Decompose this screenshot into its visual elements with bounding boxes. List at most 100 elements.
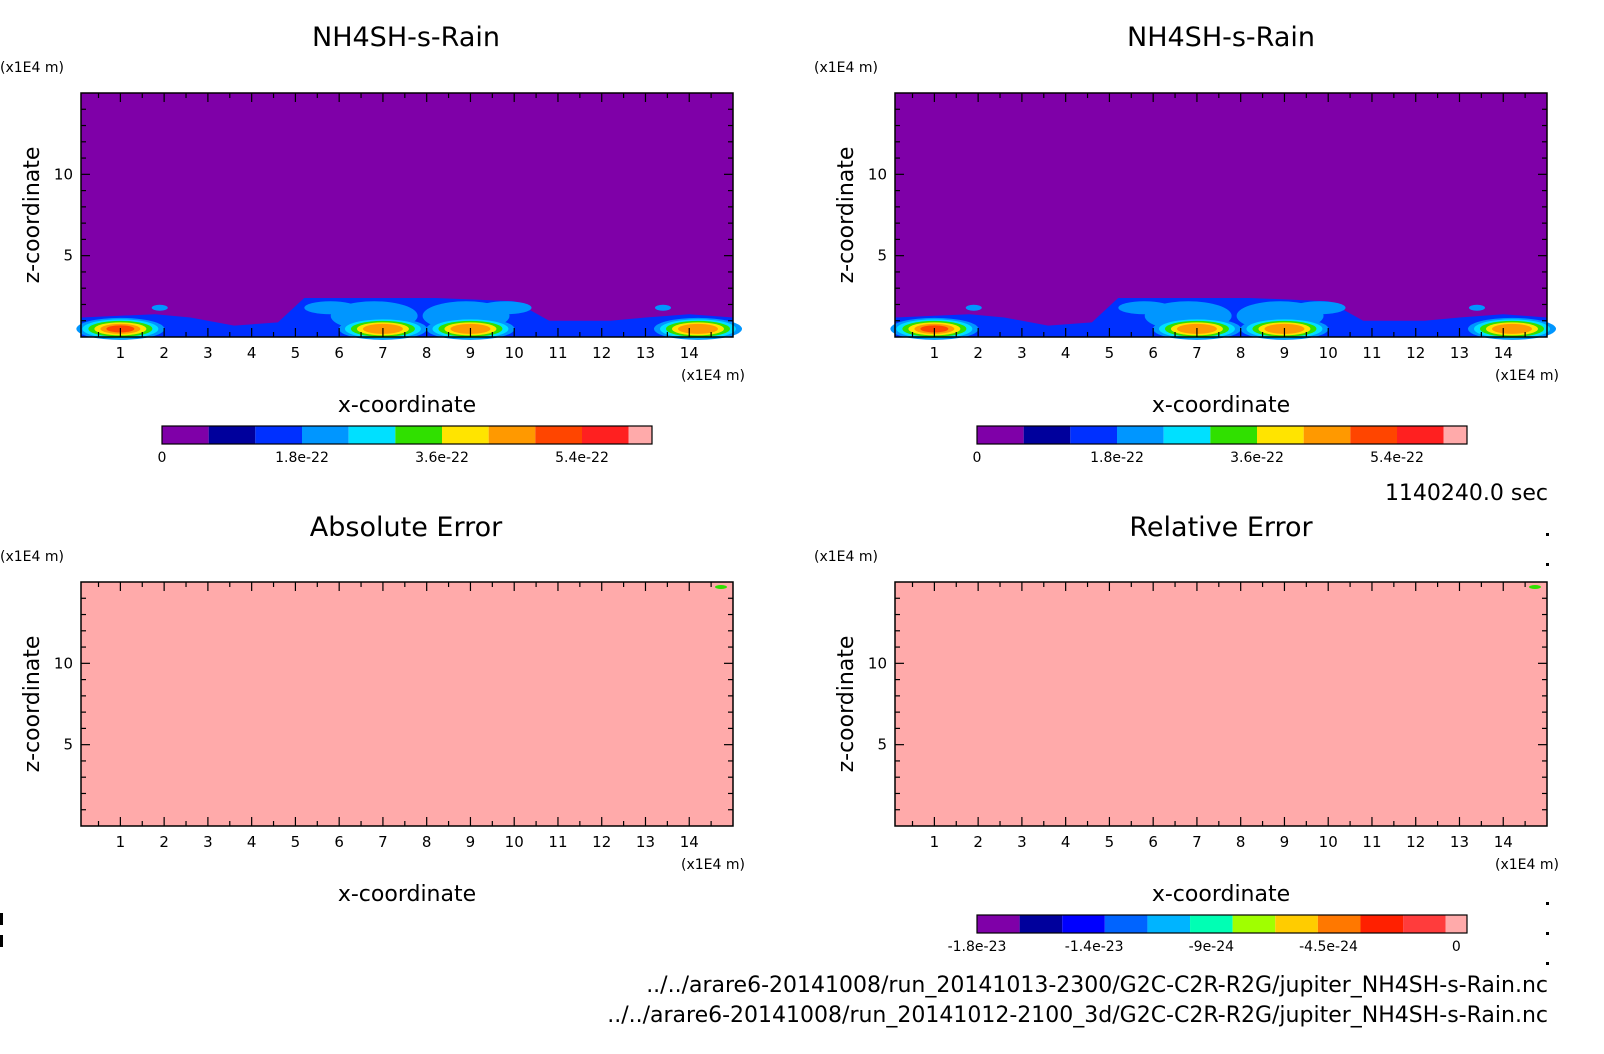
colorbar-swatch: [1303, 426, 1351, 444]
edge-marks: [0, 533, 1549, 965]
field-background: [895, 582, 1547, 826]
x-tick-label: 6: [334, 833, 344, 851]
y-tick-label: 10: [868, 165, 887, 183]
x-tick-label: 5: [1105, 833, 1115, 851]
colorbar-frame: [161, 425, 653, 445]
colorbar-tick-label: 3.6e-22: [1230, 450, 1284, 466]
colorbar-swatch: [1445, 915, 1467, 933]
colorbar-tick-label: -9e-24: [1189, 939, 1235, 955]
x-axis-label: x-coordinate: [1152, 393, 1290, 418]
colorbar: 0 1.8e-22 3.6e-22 5.4e-22: [973, 425, 1468, 466]
x-tick-label: 7: [378, 833, 388, 851]
x-tick-label: 2: [973, 833, 983, 851]
plot-frame: [80, 92, 734, 338]
x-tick-label: 5: [1105, 344, 1115, 362]
x-tick-label: 5: [291, 833, 301, 851]
colorbar-swatch: [1070, 426, 1117, 444]
contour-speck-2: [1468, 304, 1485, 311]
colorbar-frame: [976, 914, 1468, 934]
colorbar-swatch: [977, 426, 1024, 444]
colorbar-swatch: [1163, 426, 1211, 444]
colorbar-tick-label: 0: [1452, 939, 1461, 955]
colorbar-tick-label: -1.4e-23: [1065, 939, 1124, 955]
contour-speck-1: [151, 304, 168, 311]
contour-lobe-3: [1118, 301, 1171, 315]
x-axis-label: x-coordinate: [338, 393, 476, 418]
field-background: [895, 93, 1547, 337]
colorbar-swatch: [1257, 426, 1304, 444]
plot-frame: [894, 92, 1548, 338]
x-tick-label: 10: [505, 344, 524, 362]
x-tick-label: 11: [548, 833, 567, 851]
colorbar-swatch: [582, 426, 629, 444]
x-tick-label: 7: [378, 344, 388, 362]
x-tick-label: 14: [680, 833, 699, 851]
colorbar-swatch: [1397, 426, 1444, 444]
x-tick-label: 6: [334, 344, 344, 362]
colorbar-swatch: [1210, 426, 1257, 444]
contour-speck-2: [654, 304, 671, 311]
x-unit-label: (x1E4 m): [681, 368, 745, 384]
x-tick-label: 4: [247, 344, 257, 362]
y-tick-label: 10: [54, 654, 73, 672]
y-axis-label: z-coordinate: [834, 147, 859, 284]
x-tick-label: 5: [291, 344, 301, 362]
y-tick-label: 5: [63, 736, 73, 754]
hotspot-4-ring-5: [1491, 323, 1532, 334]
x-tick-label: 8: [1236, 833, 1246, 851]
x-tick-label: 11: [548, 344, 567, 362]
x-tick-label: 6: [1148, 833, 1158, 851]
contour-lobe-3: [304, 301, 357, 315]
colorbar-tick-label: 5.4e-22: [1370, 450, 1424, 466]
y-axis-label: z-coordinate: [20, 636, 45, 773]
x-tick-label: 3: [1017, 833, 1027, 851]
x-tick-label: 4: [1061, 833, 1071, 851]
x-tick-label: 10: [505, 833, 524, 851]
x-axis: 1 2 3 4 5 6 7 8 9 10 11 12 13 14: [911, 582, 1526, 851]
colorbar-frame: [976, 425, 1468, 445]
x-tick-label: 14: [1494, 833, 1513, 851]
colorbar-swatch: [302, 426, 349, 444]
chart-panel-2: NH4SH-s-Rain(x1E4 m)1 2 3 4 5 6 7 8 9 10 11 12 13 14(…: [814, 22, 1559, 466]
x-tick-label: 14: [1494, 344, 1513, 362]
chart-title: NH4SH-s-Rain: [1127, 22, 1315, 53]
x-unit-label: (x1E4 m): [681, 857, 745, 873]
y-axis: 5 10: [868, 597, 1547, 811]
y-axis: 5 10: [868, 108, 1547, 322]
chart-title: Absolute Error: [310, 512, 503, 543]
x-tick-label: 13: [1450, 344, 1469, 362]
y-unit-label: (x1E4 m): [814, 549, 878, 565]
x-axis: 1 2 3 4 5 6 7 8 9 10 11 12 13 14: [911, 93, 1526, 362]
y-unit-label: (x1E4 m): [0, 549, 64, 565]
colorbar-swatch: [395, 426, 442, 444]
colorbar-tick-label: 0: [973, 450, 982, 466]
y-tick-label: 5: [877, 247, 887, 265]
x-tick-label: 11: [1362, 344, 1381, 362]
x-tick-label: 9: [1280, 344, 1290, 362]
field-background: [81, 582, 733, 826]
x-axis: 1 2 3 4 5 6 7 8 9 10 11 12 13 14: [97, 93, 712, 362]
colorbar-swatch: [1023, 426, 1071, 444]
colorbar-swatch: [1104, 915, 1148, 933]
x-tick-label: 3: [1017, 344, 1027, 362]
y-tick-label: 10: [868, 654, 887, 672]
x-tick-label: 8: [422, 833, 432, 851]
contour-lobe-4: [479, 301, 532, 315]
footer-file-b: ../../arare6-20141008/run_20141012-2100_…: [607, 1003, 1548, 1028]
colorbar-swatch: [1190, 915, 1233, 933]
colorbar-tick-label: 0: [158, 450, 167, 466]
time-label: 1140240.0 sec: [1385, 481, 1548, 506]
x-tick-label: 9: [466, 833, 476, 851]
x-tick-label: 12: [1406, 344, 1425, 362]
x-tick-label: 10: [1319, 344, 1338, 362]
colorbar-swatch: [1350, 426, 1397, 444]
x-axis-label: x-coordinate: [1152, 882, 1290, 907]
y-unit-label: (x1E4 m): [814, 60, 878, 76]
x-unit-label: (x1E4 m): [1495, 368, 1559, 384]
colorbar-tick-label: -1.8e-23: [948, 939, 1007, 955]
x-tick-label: 12: [592, 344, 611, 362]
x-unit-label: (x1E4 m): [1495, 857, 1559, 873]
footer-file-a: ../../arare6-20141008/run_20141013-2300/…: [646, 973, 1548, 998]
colorbar-swatch: [1275, 915, 1318, 933]
contour-lobe-4: [1293, 301, 1346, 315]
